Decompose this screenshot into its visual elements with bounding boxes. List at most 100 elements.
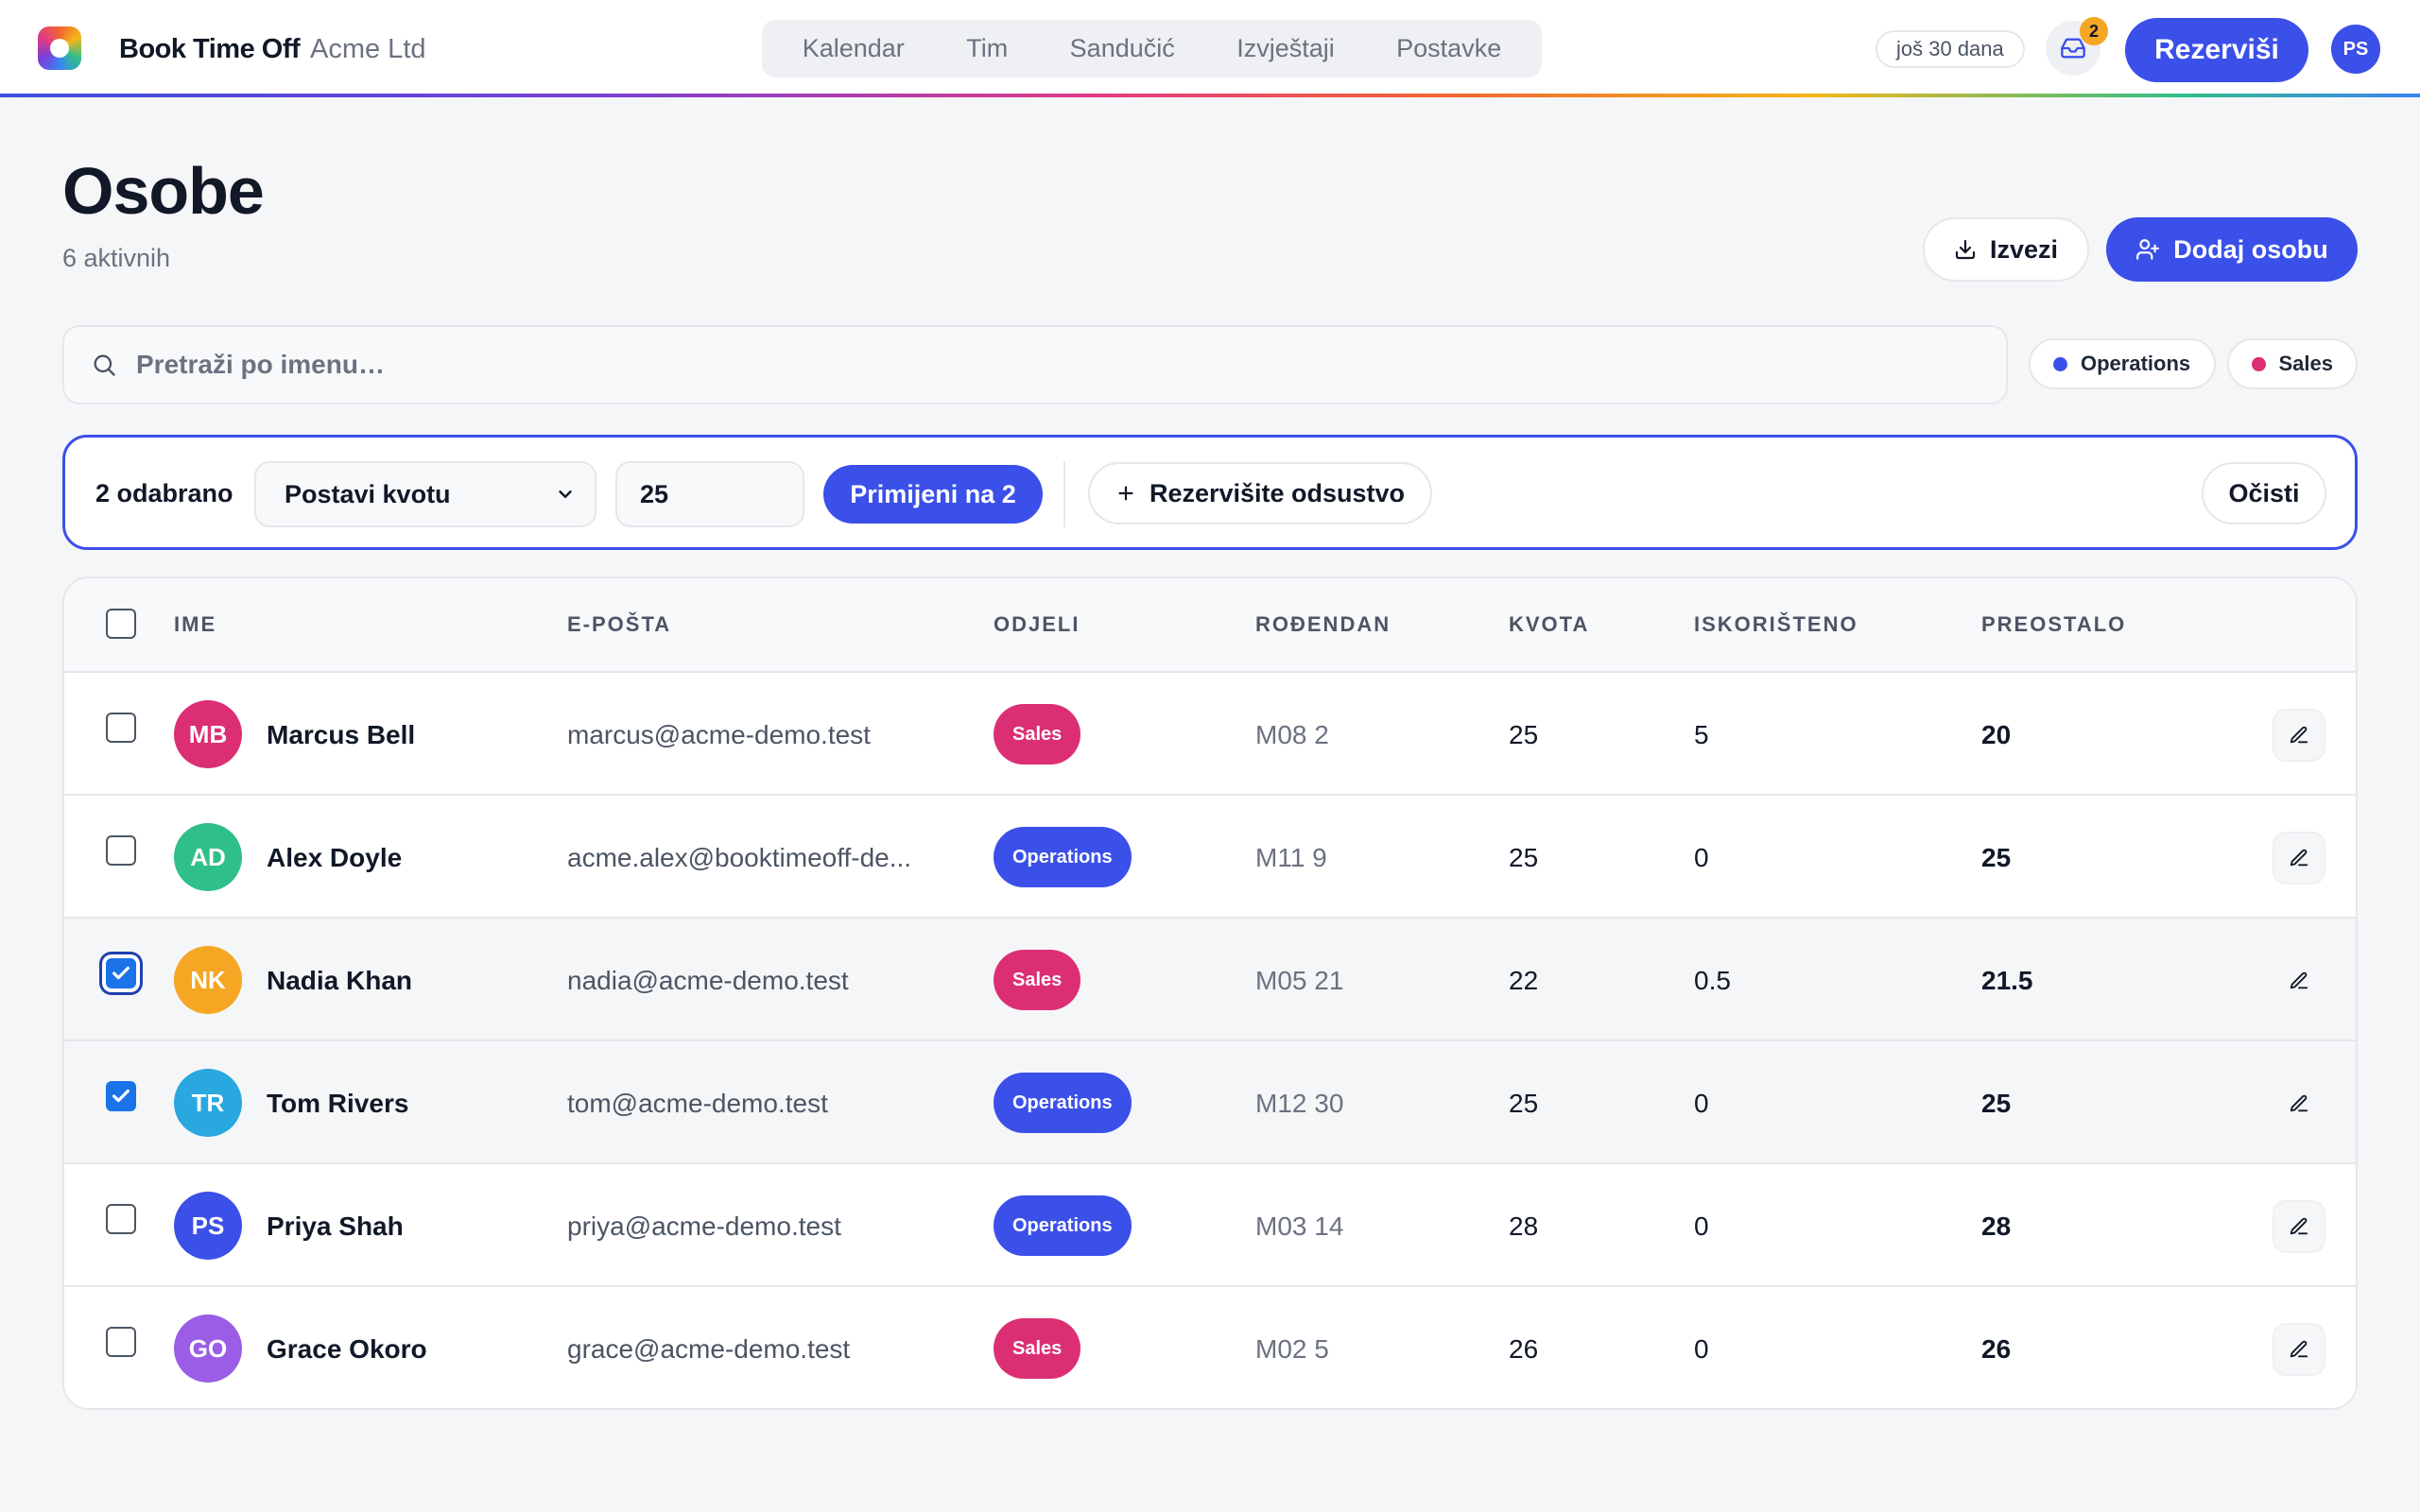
- user-plus-icon: [2136, 239, 2160, 260]
- used-value: 0: [1694, 1334, 1709, 1364]
- table-row[interactable]: PS Priya Shah priya@acme-demo.test Operatio…: [64, 1164, 2356, 1287]
- edit-button[interactable]: [2273, 1077, 2325, 1130]
- person-email: marcus@acme-demo.test: [567, 720, 871, 749]
- birthday-value: M12 30: [1255, 1089, 1344, 1118]
- user-avatar[interactable]: PS: [2331, 25, 2380, 74]
- edit-button[interactable]: [2273, 1323, 2325, 1376]
- department-badge: Sales: [994, 950, 1081, 1010]
- check-icon: [112, 966, 130, 980]
- table-row[interactable]: AD Alex Doyle acme.alex@booktimeoff-de... O…: [64, 796, 2356, 919]
- search-input[interactable]: [136, 350, 1932, 380]
- download-icon: [1955, 239, 1976, 260]
- accent-stripe: [0, 94, 2420, 97]
- person-name[interactable]: Tom Rivers: [267, 1089, 409, 1118]
- pencil-icon: [2290, 1094, 2308, 1112]
- bulk-action-bar: 2 odabrano Postavi kvotu 25 Primijeni na…: [62, 435, 2358, 550]
- pencil-icon: [2290, 849, 2308, 867]
- check-icon: [112, 1089, 130, 1103]
- column-header-birthday[interactable]: ROĐENDAN: [1255, 612, 1392, 636]
- column-header-remaining[interactable]: PREOSTALO: [1981, 612, 2127, 636]
- export-button[interactable]: Izvezi: [1923, 217, 2089, 282]
- table-row[interactable]: TR Tom Rivers tom@acme-demo.test Operations…: [64, 1041, 2356, 1164]
- pencil-icon: [2290, 726, 2308, 744]
- birthday-value: M11 9: [1255, 843, 1327, 872]
- filter-chip-label: Operations: [2081, 352, 2191, 375]
- edit-button[interactable]: [2273, 1200, 2325, 1253]
- book-time-off-label: Rezervišite odsustvo: [1149, 478, 1406, 507]
- brand-name: Book Time Off: [119, 34, 301, 64]
- nav-item-team[interactable]: Tim: [966, 34, 1009, 62]
- people-table: IME E-POŠTA ODJELI ROĐENDAN KVOTA ISKORI…: [62, 576, 2358, 1410]
- row-checkbox[interactable]: [106, 1327, 136, 1357]
- add-person-button[interactable]: Dodaj osobu: [2106, 217, 2358, 282]
- column-header-name[interactable]: IME: [174, 612, 217, 636]
- department-badge: Operations: [994, 1073, 1132, 1133]
- row-checkbox[interactable]: [106, 713, 136, 743]
- person-name[interactable]: Grace Okoro: [267, 1334, 427, 1364]
- person-name[interactable]: Nadia Khan: [267, 966, 413, 995]
- person-name[interactable]: Alex Doyle: [267, 843, 403, 872]
- row-checkbox[interactable]: [106, 1204, 136, 1234]
- export-label: Izvezi: [1989, 234, 2059, 264]
- avatar: PS: [174, 1192, 242, 1260]
- person-email: priya@acme-demo.test: [567, 1211, 841, 1241]
- column-header-quota[interactable]: KVOTA: [1509, 612, 1590, 636]
- search-icon: [94, 354, 115, 376]
- birthday-value: M08 2: [1255, 720, 1329, 749]
- filter-chip-operations[interactable]: Operations: [2029, 338, 2216, 389]
- apply-button[interactable]: Primijeni na 2: [823, 465, 1043, 524]
- bulk-action-value: Postavi kvotu: [285, 479, 451, 508]
- avatar: AD: [174, 823, 242, 891]
- remaining-value: 25: [1981, 843, 2012, 872]
- book-button[interactable]: Rezerviši: [2125, 18, 2308, 82]
- used-value: 0: [1694, 843, 1709, 872]
- active-count: 6 aktivnih: [62, 244, 171, 272]
- person-email: grace@acme-demo.test: [567, 1334, 851, 1364]
- row-checkbox[interactable]: [106, 1081, 136, 1111]
- column-header-email[interactable]: E-POŠTA: [567, 612, 672, 636]
- quota-input[interactable]: 25: [615, 461, 804, 527]
- nav-item-reports[interactable]: Izvještaji: [1236, 34, 1335, 62]
- book-time-off-button[interactable]: Rezervišite odsustvo: [1088, 462, 1432, 524]
- pencil-icon: [2290, 971, 2308, 989]
- person-name[interactable]: Marcus Bell: [267, 720, 416, 749]
- nav-item-inbox[interactable]: Sandučić: [1069, 34, 1175, 62]
- table-header: IME E-POŠTA ODJELI ROĐENDAN KVOTA ISKORI…: [64, 578, 2356, 673]
- filter-chip-label: Sales: [2278, 352, 2334, 375]
- column-header-departments[interactable]: ODJELI: [994, 612, 1080, 636]
- person-email: acme.alex@booktimeoff-de...: [567, 843, 912, 872]
- table-row[interactable]: MB Marcus Bell marcus@acme-demo.test Sales M…: [64, 673, 2356, 796]
- row-checkbox[interactable]: [106, 835, 136, 866]
- edit-button[interactable]: [2273, 832, 2325, 885]
- person-name[interactable]: Priya Shah: [267, 1211, 404, 1241]
- remaining-value: 20: [1981, 720, 2012, 749]
- clear-selection-button[interactable]: Očisti: [2202, 462, 2326, 524]
- birthday-value: M03 14: [1255, 1211, 1344, 1241]
- person-email: tom@acme-demo.test: [567, 1089, 828, 1118]
- inbox-count-badge: 2: [2080, 17, 2108, 45]
- column-header-used[interactable]: ISKORIŠTENO: [1694, 612, 1858, 636]
- edit-button[interactable]: [2273, 709, 2325, 762]
- nav-item-settings[interactable]: Postavke: [1396, 34, 1502, 62]
- remaining-value: 28: [1981, 1211, 2012, 1241]
- nav-item-calendar[interactable]: Kalendar: [802, 34, 905, 62]
- avatar: MB: [174, 700, 242, 768]
- avatar: NK: [174, 946, 242, 1014]
- quota-value: 25: [1509, 1089, 1539, 1118]
- department-badge: Operations: [994, 827, 1132, 887]
- table-row[interactable]: NK Nadia Khan nadia@acme-demo.test Sales M05…: [64, 919, 2356, 1041]
- row-checkbox[interactable]: [106, 958, 136, 988]
- remaining-value: 25: [1981, 1089, 2012, 1118]
- used-value: 0: [1694, 1211, 1709, 1241]
- used-value: 5: [1694, 720, 1709, 749]
- main-nav: Kalendar Tim Sandučić Izvještaji Postavk…: [762, 20, 1542, 77]
- avatar: TR: [174, 1069, 242, 1137]
- filter-chip-sales[interactable]: Sales: [2227, 338, 2358, 389]
- edit-button[interactable]: [2273, 954, 2325, 1007]
- table-row[interactable]: GO Grace Okoro grace@acme-demo.test Sales M0…: [64, 1287, 2356, 1408]
- app-logo-icon[interactable]: [38, 26, 81, 70]
- remaining-value: 26: [1981, 1334, 2012, 1364]
- select-all-checkbox[interactable]: [106, 609, 136, 639]
- used-value: 0: [1694, 1089, 1709, 1118]
- bulk-action-select[interactable]: Postavi kvotu: [254, 461, 596, 527]
